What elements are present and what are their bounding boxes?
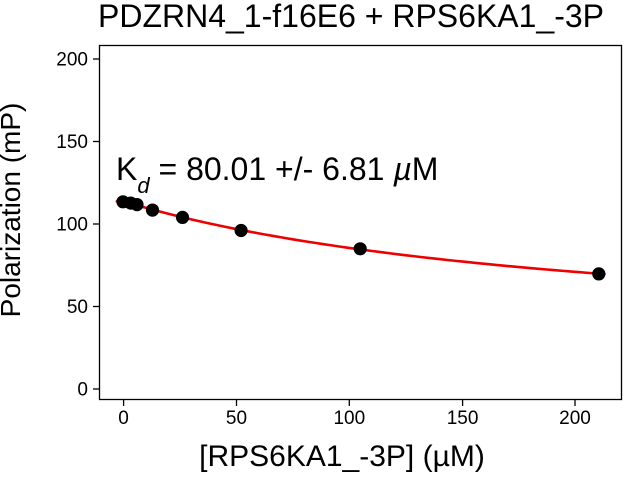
svg-text:50: 50 <box>226 408 247 429</box>
svg-text:100: 100 <box>56 215 88 236</box>
svg-text:0: 0 <box>77 380 88 401</box>
svg-text:150: 150 <box>447 408 479 429</box>
svg-text:200: 200 <box>56 50 88 71</box>
svg-text:0: 0 <box>118 408 129 429</box>
svg-text:PDZRN4_1-f16E6 + RPS6KA1_-3P: PDZRN4_1-f16E6 + RPS6KA1_-3P <box>98 0 604 34</box>
svg-text:200: 200 <box>559 408 591 429</box>
svg-text:50: 50 <box>67 297 88 318</box>
svg-text:Polarization (mP): Polarization (mP) <box>0 103 26 318</box>
svg-text:150: 150 <box>56 132 88 153</box>
svg-text:[RPS6KA1_-3P] (µM): [RPS6KA1_-3P] (µM) <box>199 440 485 473</box>
svg-text:Kd = 80.01 +/- 6.81 µM: Kd = 80.01 +/- 6.81 µM <box>116 151 438 198</box>
svg-text:100: 100 <box>333 408 365 429</box>
